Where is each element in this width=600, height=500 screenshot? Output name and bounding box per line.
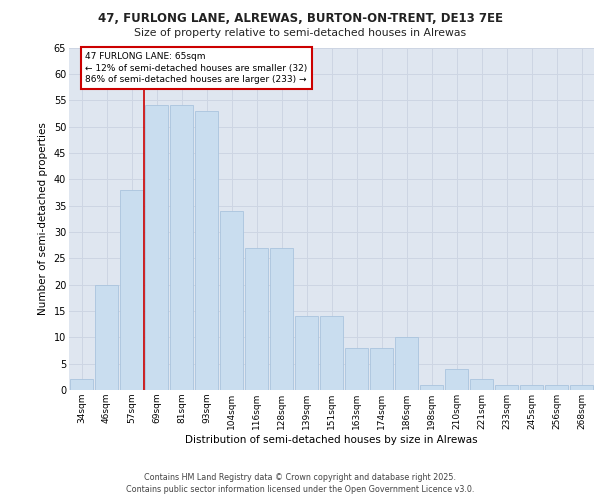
Bar bbox=[345, 348, 368, 390]
Bar bbox=[420, 384, 443, 390]
Bar bbox=[395, 338, 418, 390]
Bar bbox=[145, 106, 168, 390]
Bar bbox=[320, 316, 343, 390]
Bar bbox=[195, 110, 218, 390]
Bar bbox=[495, 384, 518, 390]
Bar bbox=[95, 284, 118, 390]
Bar bbox=[470, 380, 493, 390]
Text: Contains HM Land Registry data © Crown copyright and database right 2025.
Contai: Contains HM Land Registry data © Crown c… bbox=[126, 472, 474, 494]
Bar bbox=[170, 106, 193, 390]
Bar bbox=[245, 248, 268, 390]
Bar bbox=[370, 348, 393, 390]
Bar bbox=[220, 211, 243, 390]
Bar bbox=[70, 380, 93, 390]
Bar bbox=[545, 384, 568, 390]
Text: 47, FURLONG LANE, ALREWAS, BURTON-ON-TRENT, DE13 7EE: 47, FURLONG LANE, ALREWAS, BURTON-ON-TRE… bbox=[97, 12, 503, 26]
Bar bbox=[445, 369, 468, 390]
X-axis label: Distribution of semi-detached houses by size in Alrewas: Distribution of semi-detached houses by … bbox=[185, 434, 478, 444]
Text: Size of property relative to semi-detached houses in Alrewas: Size of property relative to semi-detach… bbox=[134, 28, 466, 38]
Y-axis label: Number of semi-detached properties: Number of semi-detached properties bbox=[38, 122, 48, 315]
Text: 47 FURLONG LANE: 65sqm
← 12% of semi-detached houses are smaller (32)
86% of sem: 47 FURLONG LANE: 65sqm ← 12% of semi-det… bbox=[85, 52, 308, 84]
Bar bbox=[570, 384, 593, 390]
Bar bbox=[270, 248, 293, 390]
Bar bbox=[120, 190, 143, 390]
Bar bbox=[295, 316, 318, 390]
Bar bbox=[520, 384, 543, 390]
